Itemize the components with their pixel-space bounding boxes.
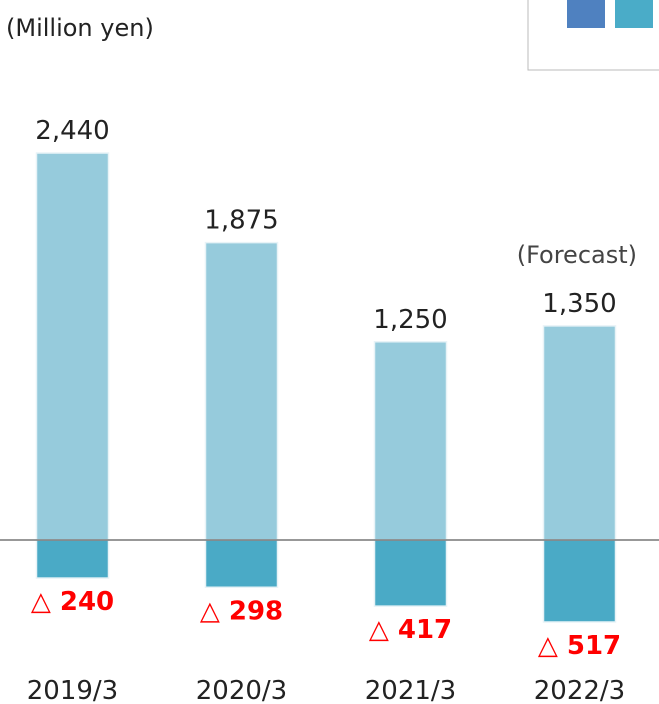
x-tick-label: 2019/3: [27, 676, 118, 704]
bar: [35, 152, 110, 541]
bar: [204, 539, 279, 589]
bar: [542, 539, 617, 623]
bar: [373, 341, 448, 541]
value-label: △ 417: [369, 615, 452, 645]
annotation: (Forecast): [517, 241, 637, 269]
value-label: △ 240: [31, 587, 114, 617]
value-label: 1,875: [204, 206, 278, 236]
value-label: 1,250: [373, 305, 447, 335]
value-label: 2,440: [35, 116, 109, 146]
value-label: 1,350: [542, 289, 616, 319]
legend-swatch: [567, 0, 605, 28]
unit-label: (Million yen): [6, 14, 154, 42]
bar: [542, 325, 617, 541]
legend-swatch: [615, 0, 653, 28]
x-tick-label: 2020/3: [196, 676, 287, 704]
value-label: △ 517: [538, 631, 621, 661]
bar: [35, 539, 110, 579]
value-label: △ 298: [200, 596, 283, 626]
bar: [204, 241, 279, 541]
bar: [373, 539, 448, 607]
x-tick-label: 2022/3: [534, 676, 625, 704]
x-tick-label: 2021/3: [365, 676, 456, 704]
